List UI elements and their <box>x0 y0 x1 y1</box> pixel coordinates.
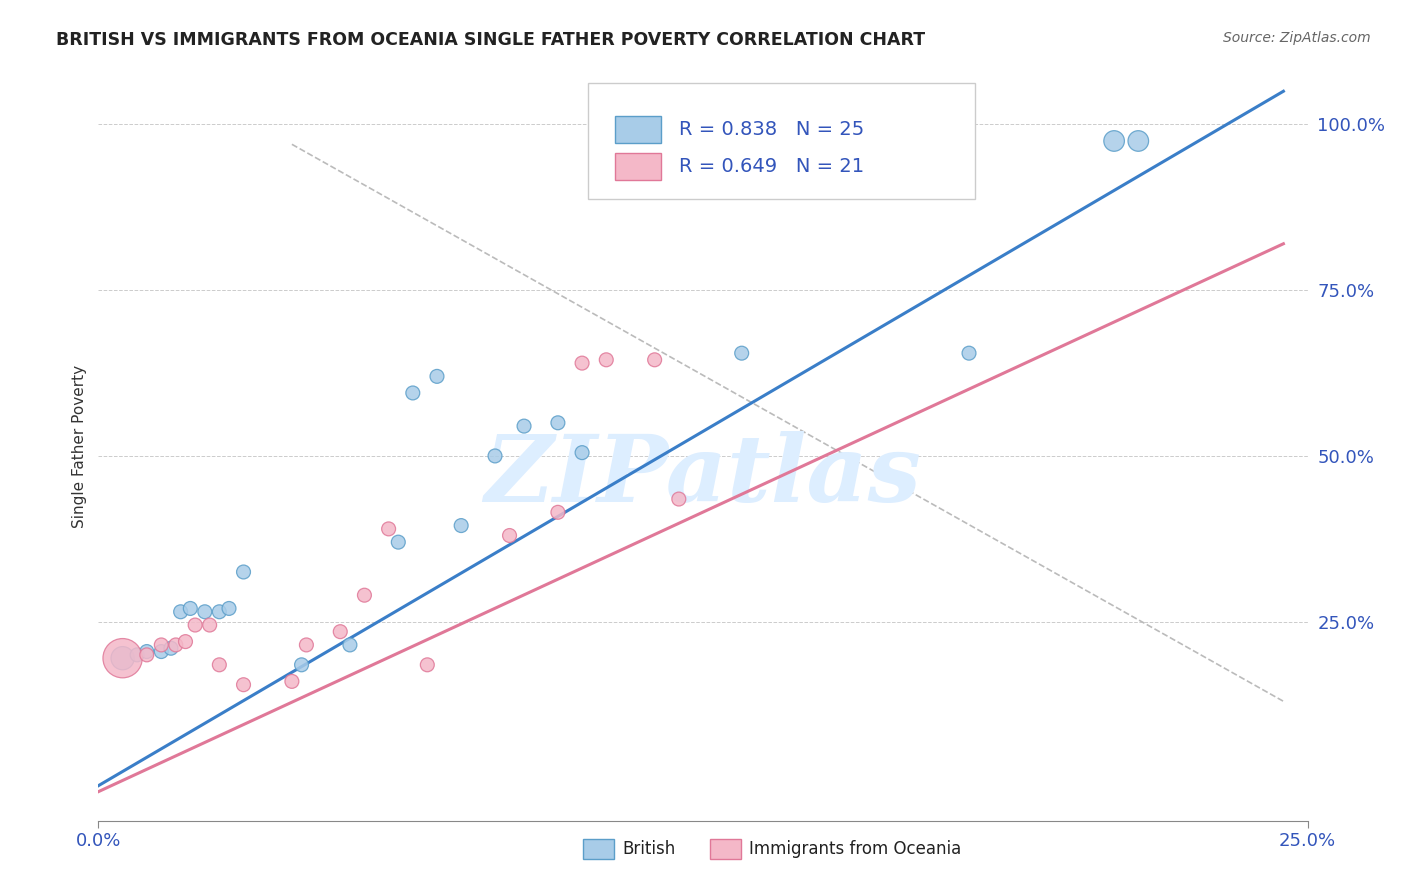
Point <box>135 644 157 658</box>
Point <box>232 565 254 579</box>
Point <box>513 419 536 434</box>
Point <box>281 674 304 689</box>
FancyBboxPatch shape <box>614 116 661 143</box>
Point <box>416 657 439 672</box>
Point <box>232 678 254 692</box>
Point <box>668 491 690 506</box>
FancyBboxPatch shape <box>614 153 661 180</box>
Point <box>135 648 157 662</box>
Point <box>571 356 593 370</box>
Point <box>160 641 183 656</box>
Point <box>150 644 173 658</box>
Point <box>1102 134 1125 148</box>
Point <box>329 624 352 639</box>
Y-axis label: Single Father Poverty: Single Father Poverty <box>72 365 87 527</box>
Point <box>184 618 207 632</box>
Point <box>644 352 666 367</box>
Point <box>290 657 312 672</box>
Text: R = 0.838   N = 25: R = 0.838 N = 25 <box>679 120 865 138</box>
Point <box>426 369 449 384</box>
Text: BRITISH VS IMMIGRANTS FROM OCEANIA SINGLE FATHER POVERTY CORRELATION CHART: BRITISH VS IMMIGRANTS FROM OCEANIA SINGL… <box>56 31 925 49</box>
Point <box>111 651 134 665</box>
Point <box>595 352 617 367</box>
Point <box>484 449 506 463</box>
Point <box>165 638 187 652</box>
Point <box>387 535 409 549</box>
Point <box>127 648 149 662</box>
FancyBboxPatch shape <box>588 83 976 199</box>
Point <box>402 386 425 401</box>
Point <box>179 601 201 615</box>
Point <box>174 634 197 648</box>
Text: R = 0.649   N = 21: R = 0.649 N = 21 <box>679 157 863 176</box>
Point <box>208 605 231 619</box>
Point <box>498 528 520 542</box>
Point <box>377 522 399 536</box>
Point <box>547 416 569 430</box>
Point <box>198 618 221 632</box>
Point <box>353 588 375 602</box>
Point <box>169 605 191 619</box>
Text: Immigrants from Oceania: Immigrants from Oceania <box>749 840 962 858</box>
Point <box>111 651 134 665</box>
Point <box>957 346 980 360</box>
Point <box>450 518 472 533</box>
Point <box>295 638 318 652</box>
Point <box>339 638 361 652</box>
Point <box>150 638 173 652</box>
Text: ZIPatlas: ZIPatlas <box>485 431 921 521</box>
Point <box>731 346 754 360</box>
Point <box>1128 134 1150 148</box>
Point <box>194 605 217 619</box>
Point <box>571 445 593 459</box>
Point <box>218 601 240 615</box>
Text: Source: ZipAtlas.com: Source: ZipAtlas.com <box>1223 31 1371 45</box>
Point <box>208 657 231 672</box>
Text: British: British <box>623 840 676 858</box>
Point <box>547 505 569 519</box>
